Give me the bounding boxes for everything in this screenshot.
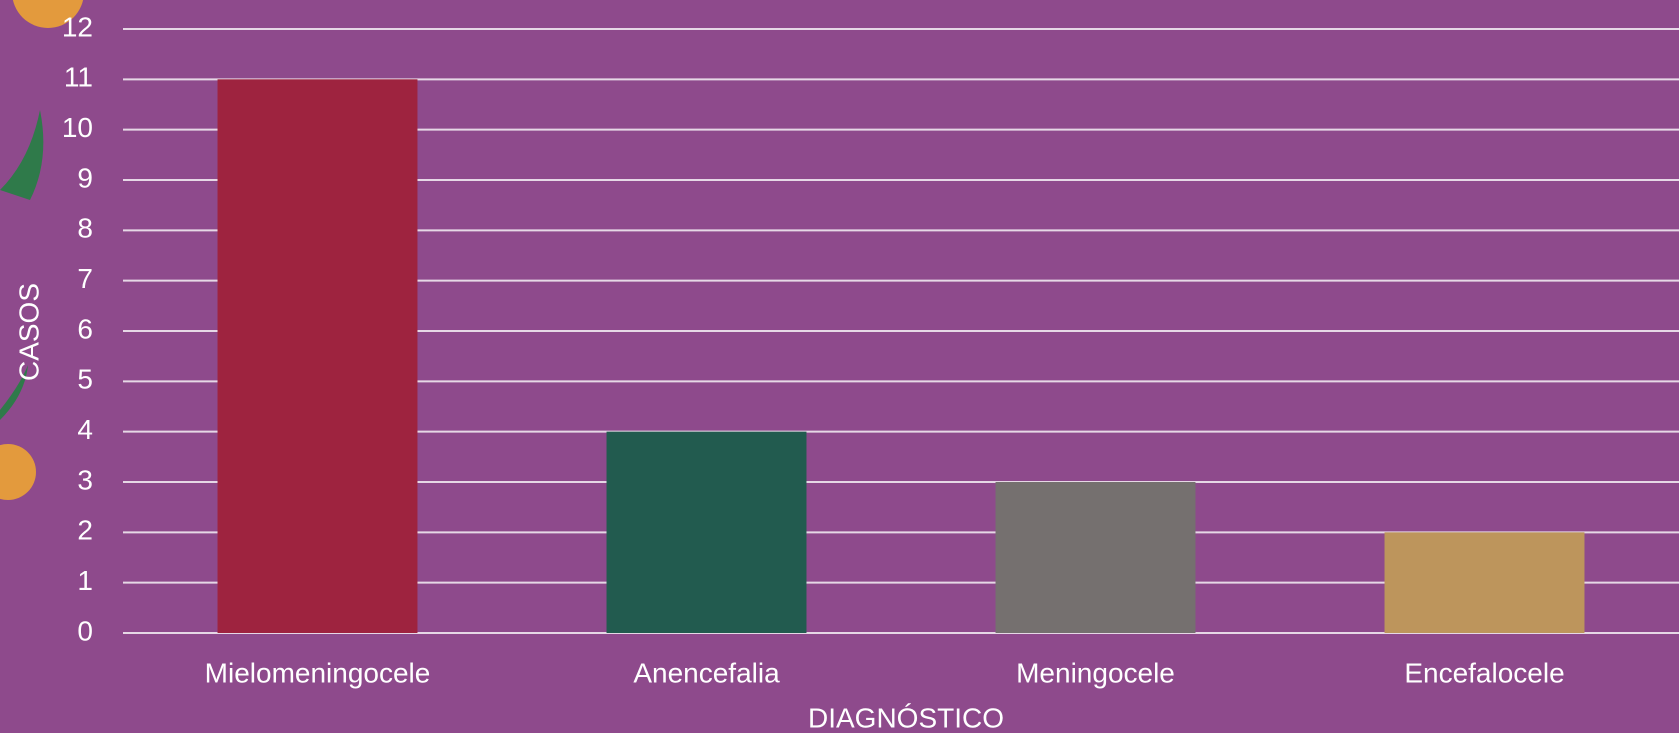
y-tick-label: 2: [77, 515, 93, 546]
y-axis-title: CASOS: [13, 283, 44, 381]
x-tick-label: Anencefalia: [633, 657, 780, 688]
x-tick-label: Meningocele: [1016, 657, 1175, 688]
y-tick-label: 11: [64, 62, 93, 93]
y-tick-label: 0: [77, 615, 93, 646]
x-tick-label: Mielomeningocele: [205, 657, 431, 688]
bar: [996, 482, 1196, 633]
y-tick-label: 9: [77, 162, 93, 193]
chart: DIAGNÓSTICO CASOS 0123456789101112Mielom…: [0, 0, 1679, 733]
x-tick-label: Encefalocele: [1404, 657, 1564, 688]
page: {"chart_data": {"type": "bar", "categori…: [0, 0, 1679, 733]
y-tick-label: 6: [77, 313, 93, 344]
y-tick-label: 3: [77, 464, 93, 495]
y-tick-label: 4: [77, 414, 93, 445]
y-tick-label: 1: [77, 565, 93, 596]
y-tick-label: 5: [77, 364, 93, 395]
y-tick-label: 7: [77, 263, 93, 294]
y-tick-label: 10: [62, 112, 93, 143]
bar: [218, 79, 418, 633]
y-tick-label: 8: [77, 213, 93, 244]
bar: [607, 432, 807, 633]
y-tick-label: 12: [62, 11, 93, 42]
bar: [1385, 532, 1585, 633]
x-axis-title: DIAGNÓSTICO: [808, 702, 1004, 733]
